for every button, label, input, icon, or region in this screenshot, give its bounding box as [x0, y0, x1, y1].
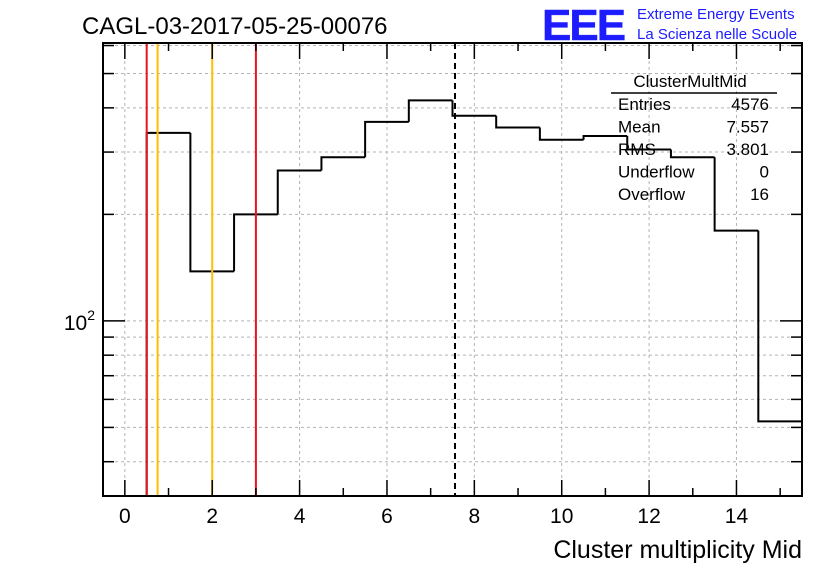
x-tick-label: 4 [294, 505, 306, 528]
histogram-bin [233, 213, 278, 272]
x-tick-label: 6 [381, 505, 393, 528]
tick-layer: 0 2 4 6 8 10 12 14 102 [64, 43, 802, 528]
histogram-bin [407, 99, 453, 122]
x-tick-label: 8 [469, 505, 481, 528]
histogram-bin [757, 230, 802, 423]
x-tick-label: 0 [119, 505, 131, 528]
stats-row-value: 7.557 [726, 118, 769, 137]
marker-lines-layer [145, 43, 456, 496]
histogram-bin [451, 100, 497, 117]
x-tick-label: 2 [206, 505, 218, 528]
histogram-bin [713, 157, 759, 232]
frame-layer [102, 42, 803, 497]
stats-row-value: 16 [750, 185, 769, 204]
histogram-bin [189, 132, 235, 273]
run-title: CAGL-03-2017-05-25-00076 [82, 13, 388, 40]
plot-frame [102, 42, 803, 497]
stats-row-value: 0 [760, 163, 769, 182]
histogram-bin [582, 135, 628, 140]
eee-logo: EEE [542, 1, 625, 50]
histogram-bin [320, 156, 366, 171]
histogram-bin [495, 115, 540, 129]
stats-rows: Entries 4576 Mean 7.557 RMS 3.801 Underflow 0 Ov… [618, 95, 769, 204]
histogram-bin [145, 131, 191, 496]
x-tick-label: 12 [637, 505, 660, 528]
histogram-bin [538, 127, 584, 141]
histogram-bin [626, 136, 671, 151]
stats-box: ClusterMultMid Entries 4576 Mean 7.557 RMS 3.… [611, 72, 777, 204]
grid-layer [103, 43, 802, 496]
logo-line-2: La Scienza nelle Scuole [637, 26, 797, 43]
histogram-bin [364, 120, 409, 158]
stats-row-value: 3.801 [726, 140, 769, 159]
stats-box-title: ClusterMultMid [633, 72, 746, 91]
stats-row-value: 4576 [731, 95, 769, 114]
logo-line-1: Extreme Energy Events [637, 6, 795, 23]
stats-row-label: Entries [618, 95, 671, 114]
histogram-bin [669, 149, 715, 159]
stats-row-label: Mean [618, 118, 661, 137]
stats-row-label: RMS [618, 140, 656, 159]
x-axis-title: Cluster multiplicity Mid [553, 536, 802, 564]
x-tick-label: 10 [550, 505, 573, 528]
y-tick-label: 102 [64, 307, 95, 335]
x-tick-label: 14 [725, 505, 749, 528]
histogram-bin [276, 169, 322, 215]
stats-row-label: Overflow [618, 185, 686, 204]
stats-row-label: Underflow [618, 163, 695, 182]
